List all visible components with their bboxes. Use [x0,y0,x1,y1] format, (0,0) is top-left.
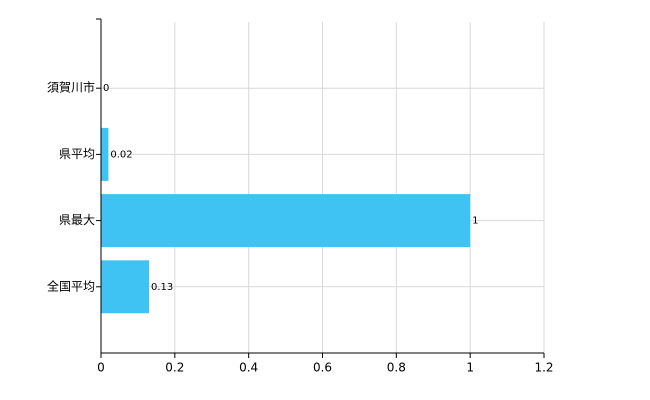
value-label: 1 [472,216,478,227]
y-tick-label: 県最大 [59,213,95,227]
x-tick-label: 1.2 [534,361,553,375]
x-tick-label: 0 [97,361,105,375]
x-tick-label: 0.6 [313,361,332,375]
value-label: 0.02 [110,149,132,160]
x-tick-label: 0.8 [387,361,406,375]
y-tick-label: 須賀川市 [47,80,95,95]
bar [101,260,149,314]
x-tick-label: 0.2 [165,361,184,375]
y-tick-label: 全国平均 [47,278,95,293]
y-tick-label: 県平均 [59,147,95,161]
value-label: 0 [103,83,109,94]
x-tick-label: 0.4 [239,361,258,375]
bar [101,194,471,248]
x-tick-label: 1 [466,361,474,375]
value-label: 0.13 [151,282,173,293]
bar [101,127,109,181]
